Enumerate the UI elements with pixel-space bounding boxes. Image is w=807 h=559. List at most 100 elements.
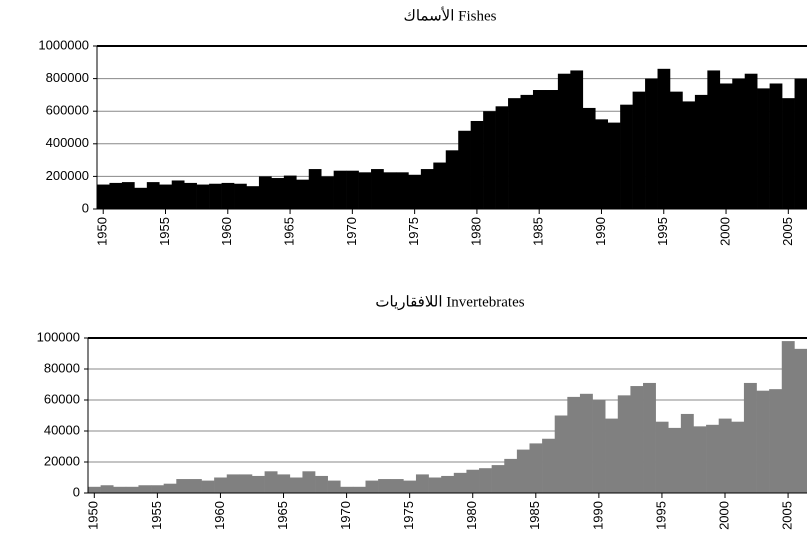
- x-tick-label: 1985: [531, 217, 546, 246]
- bar: [258, 176, 272, 209]
- bar: [706, 424, 720, 493]
- bar: [352, 486, 366, 493]
- bar: [743, 382, 757, 493]
- bar: [188, 479, 202, 493]
- bar: [146, 182, 160, 209]
- bar: [605, 418, 619, 493]
- y-tick-label: 80000: [44, 360, 80, 375]
- x-tick-label: 1975: [406, 217, 421, 246]
- bar: [420, 169, 434, 209]
- x-tick-label: 1950: [95, 217, 110, 246]
- bar: [176, 479, 190, 493]
- bar: [113, 486, 127, 493]
- bar: [508, 98, 521, 209]
- bar: [433, 162, 447, 209]
- bar: [134, 187, 148, 209]
- y-tick-label: 800000: [46, 70, 89, 85]
- bar: [138, 485, 152, 493]
- bar: [491, 465, 505, 493]
- bar: [327, 480, 341, 493]
- x-tick-label: 1975: [401, 501, 416, 530]
- y-tick-label: 0: [82, 200, 89, 215]
- x-tick-label: 1980: [464, 501, 479, 530]
- bar: [390, 479, 404, 493]
- bar: [246, 186, 260, 209]
- bar: [504, 458, 518, 493]
- bar: [289, 477, 303, 493]
- y-tick-label: 60000: [44, 391, 80, 406]
- bar: [315, 475, 328, 493]
- bar: [529, 443, 543, 493]
- bar: [88, 486, 101, 493]
- bar: [408, 174, 422, 209]
- y-tick-label: 400000: [46, 135, 89, 150]
- chart-title: اللافقاريات Invertebrates: [375, 294, 524, 310]
- bar: [657, 68, 671, 209]
- bar: [483, 111, 496, 209]
- bar: [630, 386, 644, 493]
- bar: [346, 170, 359, 209]
- chart-title: الأسماك Fishes: [404, 6, 497, 24]
- bar: [607, 122, 621, 209]
- bar: [415, 474, 429, 493]
- bar: [669, 91, 683, 209]
- bar: [121, 182, 135, 209]
- bar: [428, 477, 442, 493]
- bar: [545, 90, 559, 209]
- x-tick-label: 1990: [593, 217, 608, 246]
- bar: [520, 94, 534, 209]
- bar: [383, 172, 397, 209]
- y-tick-label: 600000: [46, 103, 89, 118]
- x-tick-label: 1955: [149, 501, 164, 530]
- bar: [769, 83, 783, 209]
- bar: [782, 98, 795, 209]
- y-tick-label: 100000: [37, 329, 80, 344]
- bar: [453, 472, 467, 493]
- bar: [296, 179, 310, 209]
- bar: [184, 182, 197, 209]
- y-tick-label: 0: [73, 484, 80, 499]
- bar: [557, 73, 571, 210]
- bar: [221, 182, 235, 209]
- bar: [516, 449, 530, 493]
- bar: [643, 382, 656, 493]
- bar: [466, 469, 480, 493]
- bar: [694, 94, 708, 209]
- bar: [340, 486, 354, 493]
- bar: [333, 170, 347, 209]
- x-tick-label: 1985: [527, 501, 542, 530]
- x-tick-label: 1965: [282, 217, 297, 246]
- bar: [680, 413, 694, 493]
- x-tick-label: 2005: [780, 501, 795, 530]
- bar: [196, 184, 210, 209]
- x-tick-label: 1995: [655, 217, 670, 246]
- bar: [163, 483, 177, 493]
- bar: [582, 107, 596, 209]
- bar: [283, 175, 297, 209]
- bar: [632, 91, 646, 209]
- bar: [214, 477, 228, 493]
- bar: [100, 485, 114, 493]
- bar: [682, 101, 696, 209]
- bar: [668, 427, 682, 493]
- bar: [495, 106, 509, 209]
- bar: [532, 90, 546, 209]
- bar: [358, 172, 372, 209]
- bar: [567, 396, 581, 493]
- bar: [731, 421, 745, 493]
- x-tick-label: 1965: [275, 501, 290, 530]
- y-tick-label: 200000: [46, 168, 89, 183]
- bar: [718, 418, 732, 493]
- bar: [271, 178, 285, 209]
- bar: [756, 390, 770, 493]
- x-tick-label: 2000: [717, 217, 732, 246]
- bar: [458, 130, 471, 209]
- x-tick-label: 2000: [716, 501, 731, 530]
- bar: [617, 395, 631, 493]
- x-tick-label: 1990: [590, 501, 605, 530]
- bar: [441, 475, 455, 493]
- y-tick-label: 20000: [44, 453, 80, 468]
- bar: [470, 120, 484, 209]
- bar: [719, 83, 733, 209]
